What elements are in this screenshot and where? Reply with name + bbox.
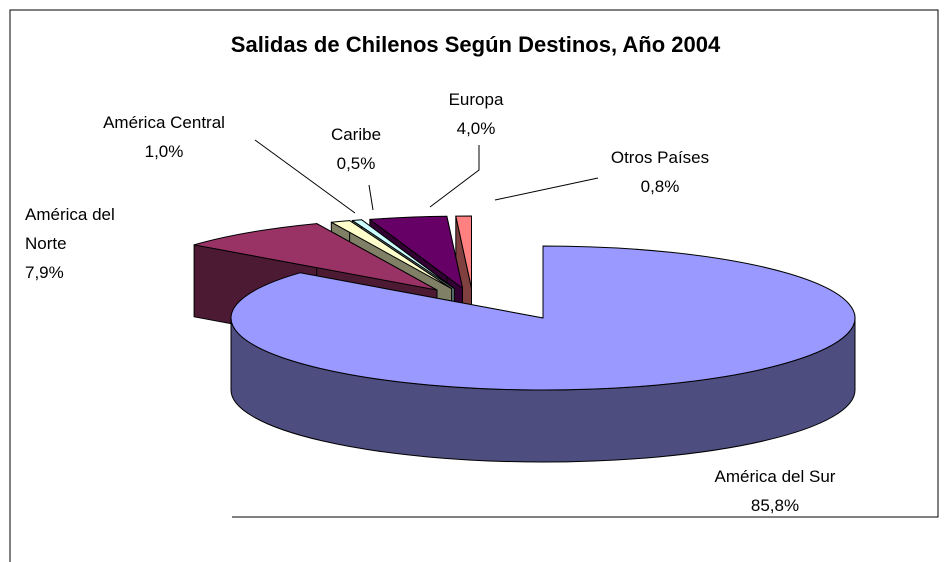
slice-label: América Central 1,0%	[64, 108, 264, 166]
leader-line	[368, 184, 374, 211]
category-name: América del Norte	[25, 205, 115, 253]
slice-top	[230, 245, 856, 391]
slice-label: Europa 4,0%	[426, 85, 526, 143]
category-name: Otros Países	[610, 148, 710, 167]
value-label: 7,9%	[25, 263, 64, 282]
category-name: Caribe	[330, 125, 382, 144]
value-label: 4,0%	[456, 119, 496, 138]
value-label: 0,5%	[336, 154, 376, 173]
slice-label: Otros Países 0,8%	[590, 143, 730, 201]
slice-label: Caribe 0,5%	[306, 120, 406, 178]
category-name: América del Sur	[714, 467, 836, 486]
value-label: 0,8%	[640, 177, 680, 196]
category-name: América Central	[103, 113, 225, 132]
leader-line	[254, 139, 356, 214]
slice-top	[193, 223, 438, 291]
value-label: 1,0%	[144, 142, 184, 161]
chart-title: Salidas de Chilenos Según Destinos, Año …	[230, 32, 721, 57]
slice-top	[369, 215, 463, 289]
leader-line	[429, 145, 480, 208]
slice-label: América del Norte 7,9%	[25, 200, 145, 287]
category-name: Europa	[448, 90, 504, 109]
chart-border	[9, 9, 939, 562]
value-label: 85,8%	[750, 496, 800, 515]
leader-line	[494, 177, 599, 201]
leader-lines	[254, 139, 599, 214]
slice-label: América del Sur 85,8%	[690, 462, 860, 520]
slice-top	[351, 219, 455, 289]
slice-top	[330, 220, 453, 290]
slices	[193, 215, 856, 463]
slice-top	[455, 215, 472, 289]
